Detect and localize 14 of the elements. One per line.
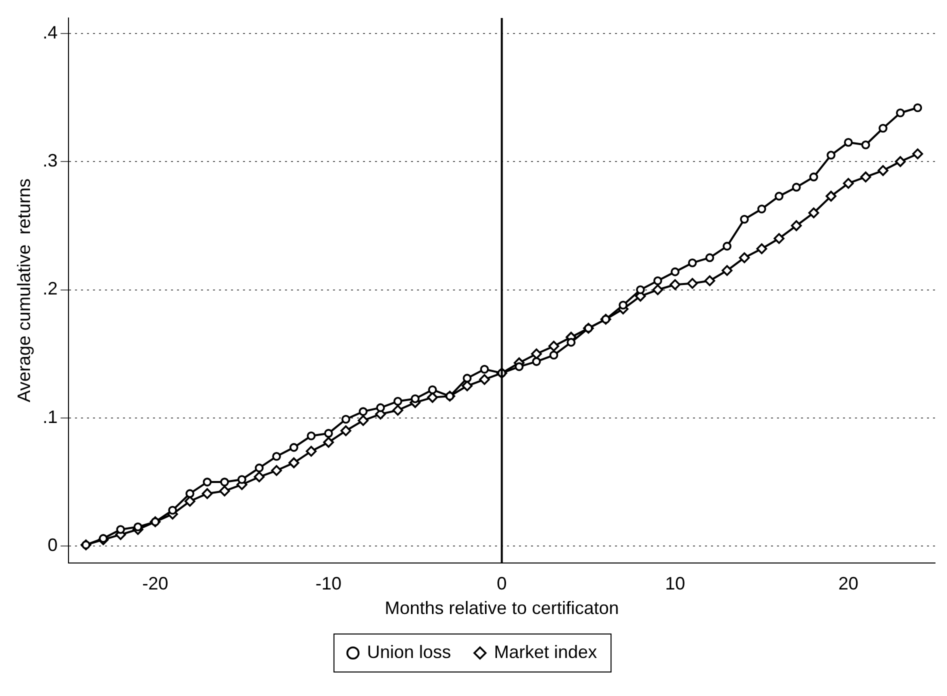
x-tick-label: 20 [838,574,858,594]
y-tick-label: .4 [42,22,58,42]
legend-label: Market index [494,642,598,662]
x-tick-label: -10 [316,574,342,594]
x-tick-label: 0 [496,574,507,594]
x-tick-label: 10 [665,574,686,594]
y-axis-title: Average cumulative returns [14,178,34,402]
x-tick-label: -20 [142,574,168,594]
y-tick-label: .1 [42,406,58,427]
x-axis-title: Months relative to certificaton [384,598,619,618]
legend-label: Union loss [366,642,452,662]
y-tick-label: 0 [48,535,58,556]
y-tick-label: .2 [42,278,58,299]
y-tick-label: .3 [42,150,58,171]
